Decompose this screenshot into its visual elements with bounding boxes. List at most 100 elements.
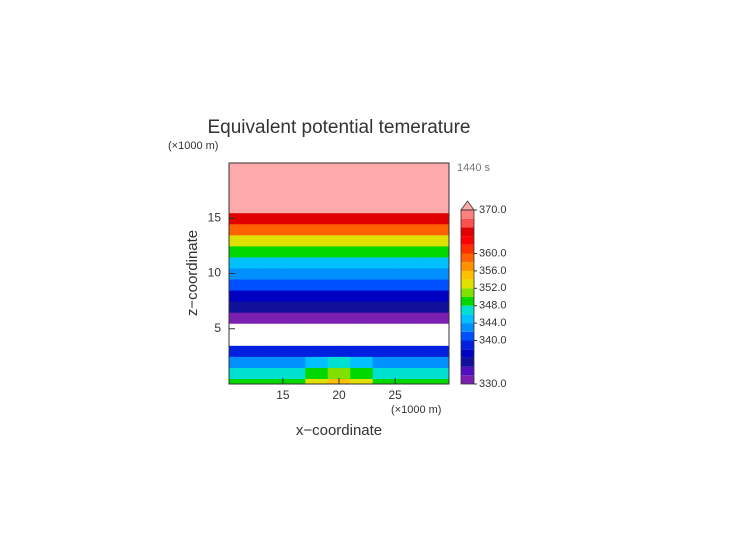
cell [282, 290, 306, 302]
cell [229, 223, 239, 236]
cell [327, 179, 351, 192]
cell [260, 201, 284, 214]
colorbar-tick-label: 344.0 [479, 317, 507, 329]
cell [350, 212, 374, 225]
cell [282, 245, 306, 258]
colorbar-tick-label: 348.0 [479, 300, 507, 312]
cell [305, 201, 329, 214]
cell [350, 256, 374, 269]
cell [395, 163, 419, 170]
cell [260, 234, 284, 247]
cell [260, 179, 284, 192]
cell [327, 301, 351, 313]
cell [260, 301, 284, 313]
cell [350, 168, 374, 181]
cell [260, 345, 284, 357]
cell [260, 356, 284, 368]
cell [372, 256, 396, 269]
cell [282, 301, 306, 313]
cell [229, 163, 239, 170]
cell [417, 367, 441, 379]
cell [260, 245, 284, 258]
cell [327, 190, 351, 203]
cell [350, 223, 374, 236]
cell [282, 190, 306, 203]
cell [417, 345, 441, 357]
cell [395, 323, 419, 335]
cell [372, 212, 396, 225]
cell [440, 179, 449, 192]
cell [417, 223, 441, 236]
cell [282, 367, 306, 379]
cell [305, 345, 329, 357]
cell [350, 179, 374, 192]
cell [395, 267, 419, 280]
cell [237, 301, 261, 313]
cell [395, 301, 419, 313]
cell [229, 190, 239, 203]
cell [350, 334, 374, 346]
cell [372, 378, 396, 384]
cell [282, 356, 306, 368]
cell [327, 201, 351, 214]
cell [282, 312, 306, 324]
field [229, 163, 449, 384]
cell [260, 367, 284, 379]
cell [417, 290, 441, 302]
cell [229, 279, 239, 291]
cell [372, 301, 396, 313]
colorbar-segment [461, 227, 474, 237]
cell [350, 245, 374, 258]
cell [395, 201, 419, 214]
cell [327, 312, 351, 324]
colorbar-segment [461, 236, 474, 245]
cell [372, 356, 396, 368]
cell [305, 256, 329, 269]
cell [282, 378, 306, 384]
cell [395, 367, 419, 379]
colorbar-segment [461, 270, 474, 280]
cell [229, 334, 239, 346]
cell [305, 212, 329, 225]
cell [237, 290, 261, 302]
x-tick-label: 25 [388, 388, 402, 402]
cell [305, 234, 329, 247]
cell [372, 234, 396, 247]
cell [229, 234, 239, 247]
cell [282, 256, 306, 269]
y-unit: (×1000 m) [168, 140, 218, 152]
cell [229, 367, 239, 379]
cell [395, 179, 419, 192]
cell [327, 168, 351, 181]
cell [260, 223, 284, 236]
cell [395, 378, 419, 384]
cell [440, 223, 449, 236]
cell [350, 323, 374, 335]
cell [350, 378, 374, 384]
cell [327, 223, 351, 236]
cell [229, 378, 239, 384]
colorbar-segment [461, 323, 474, 332]
cell [417, 190, 441, 203]
cell [237, 163, 261, 170]
colorbar-tick-label: 360.0 [479, 247, 507, 259]
cell [229, 245, 239, 258]
cell [440, 334, 449, 346]
cell [305, 163, 329, 170]
cell [229, 290, 239, 302]
cell [395, 279, 419, 291]
cell [440, 201, 449, 214]
cell [372, 163, 396, 170]
colorbar-segment [461, 349, 474, 358]
cell [229, 356, 239, 368]
cell [440, 301, 449, 313]
cell [395, 256, 419, 269]
cell [395, 234, 419, 247]
cell [350, 301, 374, 313]
cell [237, 256, 261, 269]
cell [282, 163, 306, 170]
cell [395, 334, 419, 346]
cell [229, 312, 239, 324]
cell [440, 323, 449, 335]
cell [327, 256, 351, 269]
